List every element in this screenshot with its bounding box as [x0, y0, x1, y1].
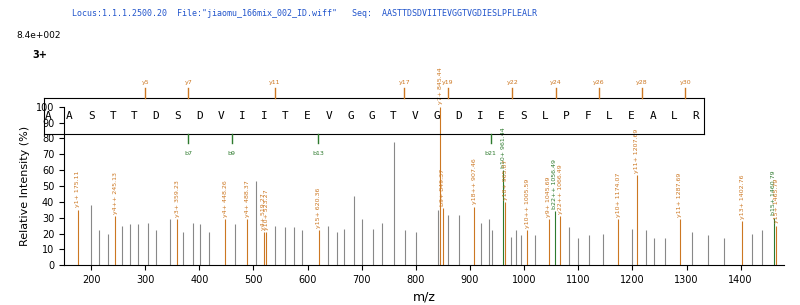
Text: I: I — [239, 111, 246, 121]
Text: y5: y5 — [142, 81, 149, 85]
Text: L: L — [606, 111, 613, 121]
Text: I: I — [477, 111, 483, 121]
Text: b7: b7 — [184, 151, 193, 156]
Text: S: S — [174, 111, 181, 121]
Text: y7+ 845.44: y7+ 845.44 — [438, 68, 443, 104]
Text: y15+ 620.36: y15+ 620.36 — [316, 188, 321, 228]
Text: y11+ 1207.69: y11+ 1207.69 — [634, 128, 639, 173]
Text: V: V — [218, 111, 224, 121]
Text: b22++ 1056.49: b22++ 1056.49 — [552, 159, 558, 209]
Text: A: A — [66, 111, 73, 121]
Text: S: S — [88, 111, 94, 121]
Text: T: T — [282, 111, 289, 121]
Text: D: D — [455, 111, 462, 121]
Text: F: F — [585, 111, 591, 121]
Text: E: E — [498, 111, 505, 121]
Text: S: S — [520, 111, 526, 121]
Text: y3+ 359.23: y3+ 359.23 — [174, 180, 180, 217]
Text: y18++ 907.46: y18++ 907.46 — [471, 159, 477, 204]
Text: y7: y7 — [185, 81, 192, 85]
Text: y11: y11 — [269, 81, 281, 85]
Text: G: G — [369, 111, 375, 121]
Y-axis label: Relative Intensity (%): Relative Intensity (%) — [20, 126, 30, 246]
Text: E: E — [304, 111, 310, 121]
Text: b9+ 849.37: b9+ 849.37 — [440, 169, 445, 206]
Text: y22: y22 — [506, 81, 518, 85]
X-axis label: m/z: m/z — [413, 291, 435, 304]
Text: y26: y26 — [593, 81, 605, 85]
Text: y4++ 245.13: y4++ 245.13 — [113, 172, 118, 214]
Text: y10+ 1174.07: y10+ 1174.07 — [616, 173, 621, 217]
Text: y4+ 519.27: y4+ 519.27 — [262, 193, 266, 230]
Text: y4+ 448.26: y4+ 448.26 — [223, 180, 228, 217]
Text: b13: b13 — [312, 151, 324, 156]
Text: b21: b21 — [485, 151, 497, 156]
Text: T: T — [390, 111, 397, 121]
Text: D: D — [153, 111, 159, 121]
Text: y13+ 1402.76: y13+ 1402.76 — [740, 174, 745, 219]
Text: y22++ 1066.49: y22++ 1066.49 — [558, 164, 562, 214]
Text: y17: y17 — [398, 81, 410, 85]
Text: b10+ 961.44: b10+ 961.44 — [501, 127, 506, 168]
Text: y19: y19 — [442, 81, 454, 85]
Text: y24: y24 — [550, 81, 562, 85]
Text: E: E — [628, 111, 634, 121]
Text: y11+ 1287.69: y11+ 1287.69 — [678, 173, 682, 217]
Text: A: A — [45, 111, 51, 121]
Text: L: L — [671, 111, 678, 121]
Text: y1+ 175.11: y1+ 175.11 — [75, 171, 80, 207]
Text: b9: b9 — [228, 151, 236, 156]
Text: y15+ 1465.79: y15+ 1465.79 — [774, 179, 779, 223]
Text: 8.4e+002: 8.4e+002 — [16, 30, 61, 40]
Text: y18+ 965.07: y18+ 965.07 — [502, 159, 508, 199]
Text: G: G — [347, 111, 354, 121]
Text: T: T — [131, 111, 138, 121]
Text: y30: y30 — [679, 81, 691, 85]
Text: I: I — [261, 111, 267, 121]
Text: G: G — [434, 111, 440, 121]
Text: y28: y28 — [636, 81, 648, 85]
Text: R: R — [693, 111, 699, 121]
Text: D: D — [196, 111, 202, 121]
Text: 3+: 3+ — [32, 50, 47, 60]
Text: Locus:1.1.1.2500.20  File:"jiaomu_166mix_002_ID.wiff"   Seq:  AASTTDSDVIITEVGGTV: Locus:1.1.1.2500.20 File:"jiaomu_166mix_… — [72, 9, 537, 18]
Text: y10++ 1005.59: y10++ 1005.59 — [525, 179, 530, 228]
Text: V: V — [326, 111, 332, 121]
Text: L: L — [542, 111, 548, 121]
Text: T: T — [110, 111, 116, 121]
Text: A: A — [650, 111, 656, 121]
Text: b15+ 1460.79: b15+ 1460.79 — [771, 171, 776, 215]
Text: V: V — [412, 111, 418, 121]
Text: y4+ 488.37: y4+ 488.37 — [245, 180, 250, 217]
Text: P: P — [563, 111, 570, 121]
Text: y10+ 523.27: y10+ 523.27 — [263, 189, 269, 230]
Text: y9+ 1045.69: y9+ 1045.69 — [546, 177, 551, 217]
